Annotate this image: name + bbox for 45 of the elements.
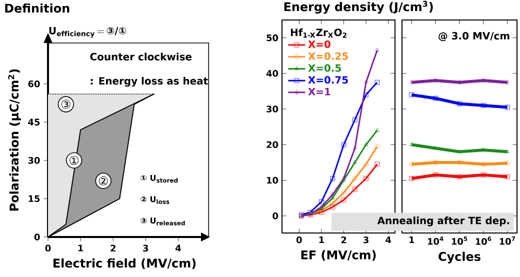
chart-subtitle: $\mathbf{U}_{\mathbf{efficiency}}\mathbf{\,=\,}\text{③/①}$ [49, 27, 126, 38]
legend-label: X=1 [308, 88, 330, 96]
annotation: ③ [61, 100, 70, 109]
x-axis-title: Cycles [438, 252, 480, 264]
legend-label: X=0 [308, 40, 330, 48]
chart-title: Energy density (J/cm$^{3}$) [284, 0, 433, 14]
y-tick-label: 30 [266, 106, 278, 112]
legend-label: X=0.25 [308, 52, 348, 60]
y-tick-label: 30 [28, 157, 40, 164]
y-tick-label: 60 [28, 80, 40, 88]
annotation: Annealing after TE dep. [377, 216, 510, 226]
x-tick-label: 10$^{4}$ [428, 236, 444, 245]
annotation: : Energy loss as heat [90, 76, 208, 87]
legend-label: X=0.75 [308, 76, 348, 84]
x-tick-label: 1 [409, 236, 414, 244]
y-tick-label: 20 [266, 141, 278, 148]
x-tick-label: 10$^{7}$ [500, 236, 516, 245]
legend-title: Hf$_{1-X}$Zr$_{X}$O$_{2}$ [290, 28, 346, 38]
annotation: ① [70, 156, 79, 165]
x-tick-label: 4 [386, 236, 392, 244]
annotation: @ 3.0 MV/cm [438, 32, 510, 42]
legend-label: X=0.5 [308, 64, 341, 72]
y-tick-label: 50 [266, 34, 278, 42]
annotation: ② [98, 176, 108, 186]
x-tick-label: 10$^{5}$ [452, 236, 468, 245]
annotation: Counter clockwise [90, 52, 192, 60]
x-tick-label: 1 [78, 244, 84, 252]
x-tick-label: 0 [296, 236, 302, 244]
chart-title: Definition [5, 3, 70, 13]
x-axis-title: Electric field (MV/cm) [54, 258, 196, 270]
x-axis-title: EF (MV/cm) [301, 250, 376, 261]
y-tick-label: 0 [272, 212, 278, 220]
x-tick-label: 1 [319, 236, 324, 244]
y-tick-label: 45 [28, 118, 40, 126]
x-tick-label: 3 [143, 244, 148, 252]
y-axis-title: Polarization (μC/cm$^{2}$) [8, 69, 21, 211]
y-tick-label: 15 [28, 195, 40, 202]
x-tick-label: 0 [45, 244, 51, 252]
x-tick-label: 2 [110, 244, 116, 252]
x-tick-label: 10$^{6}$ [476, 236, 492, 245]
x-tick-label: 4 [176, 244, 181, 252]
x-tick-label: 3 [364, 236, 368, 244]
x-tick-label: 2 [341, 236, 346, 244]
y-tick-label: 10 [267, 176, 278, 184]
y-tick-label: 40 [266, 70, 278, 77]
